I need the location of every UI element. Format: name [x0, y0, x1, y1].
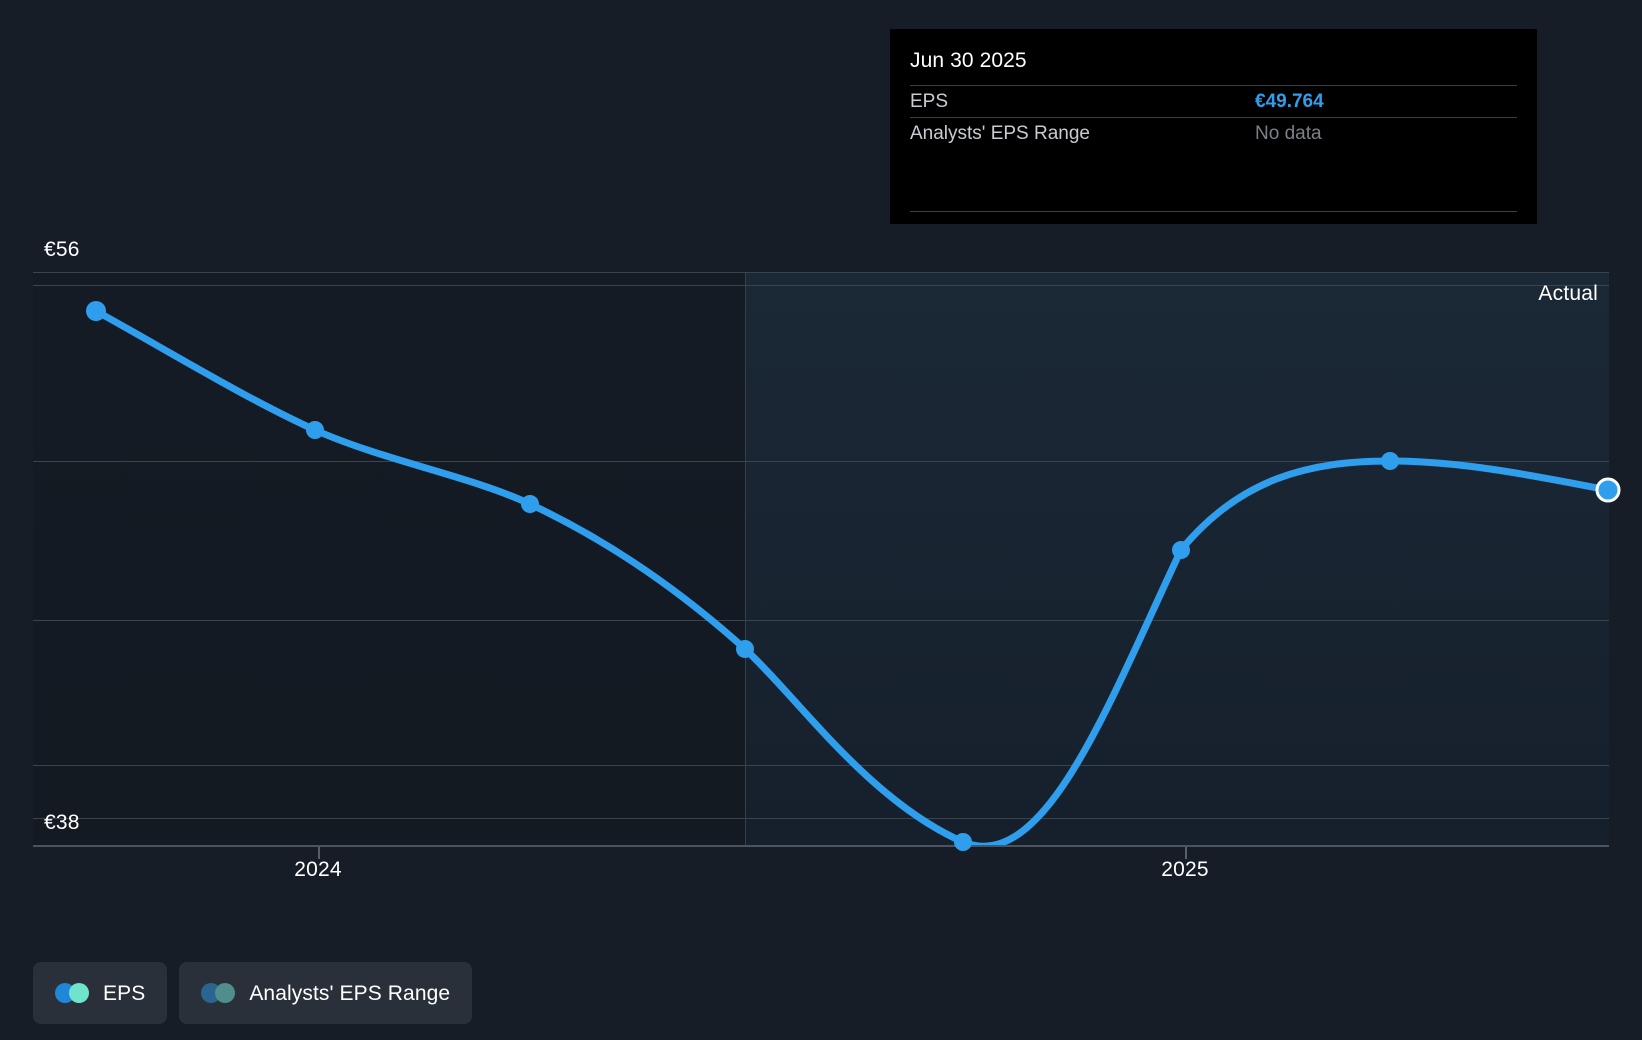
data-point[interactable] [306, 421, 324, 439]
tooltip-row-eps: EPS €49.764 [910, 85, 1517, 117]
data-point[interactable] [521, 495, 539, 513]
gridline-3 [33, 620, 1609, 621]
legend-swatch-eps-icon [55, 983, 89, 1003]
gridline-4 [33, 765, 1609, 766]
legend-swatch-analysts-range-icon [201, 983, 236, 1003]
actual-forecast-divider [745, 272, 746, 845]
x-axis-tick-2025 [1185, 847, 1187, 859]
data-point-highlighted[interactable] [1595, 477, 1621, 503]
gridline-2 [33, 461, 1609, 462]
x-axis-label-2025: 2025 [1161, 858, 1209, 881]
data-point[interactable] [736, 640, 754, 658]
tooltip-value-eps: €49.764 [1255, 90, 1324, 112]
legend-label-eps: EPS [103, 981, 146, 1005]
tooltip-value-analysts-range: No data [1255, 122, 1322, 144]
y-axis-label-max: €56 [44, 238, 80, 261]
data-point[interactable] [1172, 541, 1190, 559]
chart-tooltip: Jun 30 2025 EPS €49.764 Analysts' EPS Ra… [890, 29, 1537, 224]
data-point[interactable] [954, 833, 972, 851]
y-axis-label-min: €38 [44, 811, 80, 834]
legend-item-eps[interactable]: EPS [33, 962, 168, 1024]
chart-legend: EPS Analysts' EPS Range [33, 962, 473, 1024]
data-point[interactable] [1381, 452, 1399, 470]
x-axis-tick-2024 [318, 847, 320, 859]
gridline-top-border [33, 272, 1609, 273]
x-axis-line [33, 845, 1609, 847]
tooltip-label-analysts-range: Analysts' EPS Range [910, 122, 1090, 144]
legend-label-analysts-eps-range: Analysts' EPS Range [249, 981, 451, 1005]
x-axis-label-2024: 2024 [294, 858, 342, 881]
tooltip-date: Jun 30 2025 [910, 49, 1027, 72]
gridline-56 [33, 285, 1609, 286]
data-point[interactable] [86, 301, 106, 321]
tooltip-footer-divider [910, 211, 1517, 212]
tooltip-row-analysts-range: Analysts' EPS Range No data [910, 117, 1517, 149]
legend-item-analysts-eps-range[interactable]: Analysts' EPS Range [179, 962, 473, 1024]
actual-region-label: Actual [1538, 282, 1598, 305]
tooltip-label-eps: EPS [910, 90, 949, 112]
gridline-38 [33, 818, 1609, 819]
